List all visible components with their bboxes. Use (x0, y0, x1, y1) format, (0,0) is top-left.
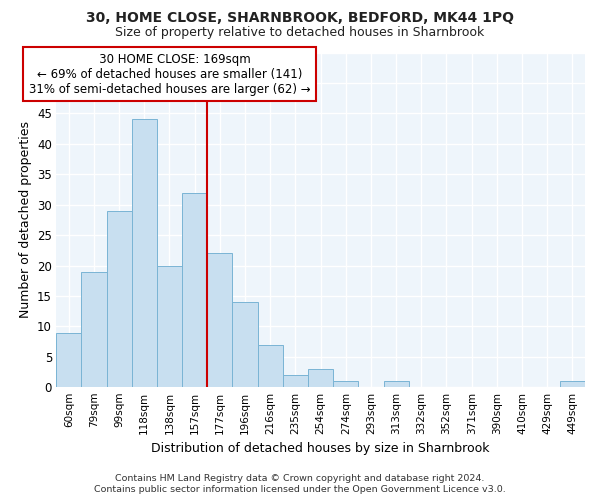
Text: Size of property relative to detached houses in Sharnbrook: Size of property relative to detached ho… (115, 26, 485, 39)
Bar (157, 266, 182, 388)
Bar (56, 332, 82, 388)
Bar (308, 369, 333, 388)
Bar (207, 254, 232, 388)
Bar (107, 211, 132, 388)
Text: Contains HM Land Registry data © Crown copyright and database right 2024.
Contai: Contains HM Land Registry data © Crown c… (94, 474, 506, 494)
Y-axis label: Number of detached properties: Number of detached properties (19, 122, 32, 318)
Bar (132, 120, 157, 388)
Bar (232, 302, 257, 388)
Bar (182, 192, 207, 388)
Bar (82, 272, 107, 388)
Bar (257, 345, 283, 388)
Text: 30, HOME CLOSE, SHARNBROOK, BEDFORD, MK44 1PQ: 30, HOME CLOSE, SHARNBROOK, BEDFORD, MK4… (86, 11, 514, 25)
Bar (383, 382, 409, 388)
X-axis label: Distribution of detached houses by size in Sharnbrook: Distribution of detached houses by size … (151, 442, 490, 455)
Bar (283, 375, 308, 388)
Bar (560, 382, 585, 388)
Text: 30 HOME CLOSE: 169sqm
← 69% of detached houses are smaller (141)
31% of semi-det: 30 HOME CLOSE: 169sqm ← 69% of detached … (29, 52, 310, 96)
Bar (333, 382, 358, 388)
